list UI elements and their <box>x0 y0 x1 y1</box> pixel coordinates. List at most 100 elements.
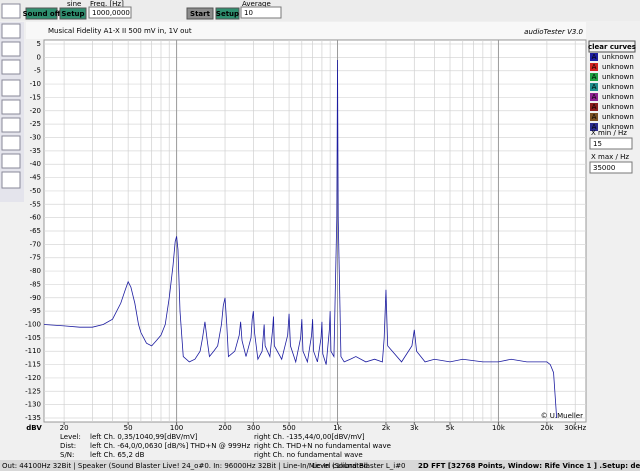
x-tick-label: 1k <box>333 424 342 432</box>
readout-left: left Ch. -64,0/0,0630 [dB/%] THD+N @ 999… <box>90 442 251 450</box>
tool-icon[interactable] <box>1 135 21 151</box>
y-tick-label: -15 <box>30 93 41 101</box>
x-tick-label: 5k <box>446 424 455 432</box>
legend-entry: unknown <box>602 53 634 61</box>
y-tick-label: -110 <box>25 347 41 355</box>
y-tick-label: -125 <box>25 387 41 395</box>
legend-swatch[interactable] <box>590 63 598 71</box>
status-calibration: Level calibrated <box>312 462 368 470</box>
xmax-input-value: 35000 <box>593 164 615 172</box>
legend-marker: A <box>592 103 597 111</box>
legend-entry: unknown <box>602 73 634 81</box>
y-tick-label: -95 <box>30 307 41 315</box>
y-tick-label: -45 <box>30 174 41 182</box>
y-tick-label: -85 <box>30 280 41 288</box>
readout-label: S/N: <box>60 451 74 459</box>
y-tick-label: -25 <box>30 120 41 128</box>
x-tick-label: 20k <box>540 424 554 432</box>
xmin-input[interactable] <box>589 137 633 150</box>
xmax-input[interactable] <box>589 161 633 174</box>
legend-entry: unknown <box>602 103 634 111</box>
y-tick-label: 0 <box>37 53 41 61</box>
readout-right: right Ch. THD+N no fundamental wave <box>254 442 391 450</box>
y-tick-label: -50 <box>30 187 41 195</box>
legend-marker: A <box>592 93 597 101</box>
average-input-value: 10 <box>244 9 253 17</box>
legend-swatch[interactable] <box>590 83 598 91</box>
readout-label: Dist: <box>60 442 76 450</box>
setup-button[interactable] <box>59 7 87 20</box>
tool-icon[interactable] <box>1 117 21 133</box>
readout-right: right Ch. -135,44/0,00[dBV/mV] <box>254 433 365 441</box>
x-tick-label: 100 <box>170 424 183 432</box>
tool-icon[interactable] <box>1 59 21 75</box>
legend-entry: unknown <box>602 63 634 71</box>
x-tick-label: 500 <box>282 424 295 432</box>
setup-button-2[interactable] <box>215 7 240 20</box>
setup-button-2-label: Setup <box>216 10 239 18</box>
y-tick-label: -105 <box>25 334 41 342</box>
sound-button-label: Sound off <box>23 10 61 18</box>
y-tick-label: -130 <box>25 401 41 409</box>
readout-label: Level: <box>60 433 81 441</box>
legend-entry: unknown <box>602 113 634 121</box>
y-tick-label: -70 <box>30 240 41 248</box>
x-tick-label: 20 <box>60 424 69 432</box>
legend-swatch[interactable] <box>590 123 598 131</box>
credit: © U.Mueller <box>541 412 584 420</box>
y-tick-label: -90 <box>30 294 41 302</box>
y-tick-label: -35 <box>30 147 41 155</box>
xmax-label: X max / Hz <box>591 153 629 161</box>
spectrum-line <box>43 60 558 419</box>
xmin-label: X min / Hz <box>591 129 627 137</box>
x-tick-label: 30kHz <box>564 424 586 432</box>
clear-curves-button-label: clear curves <box>588 43 636 51</box>
legend-swatch[interactable] <box>590 53 598 61</box>
x-tick-label: 300 <box>247 424 260 432</box>
sound-button[interactable] <box>25 7 58 20</box>
clear-curves-button[interactable] <box>588 40 636 53</box>
legend-marker: A <box>592 113 597 121</box>
tool-icon[interactable] <box>1 41 21 57</box>
y-tick-label: -55 <box>30 200 41 208</box>
toolbar <box>0 0 640 21</box>
app-title: audioTester V3.0 <box>524 28 583 36</box>
average-input[interactable] <box>240 6 282 19</box>
y-tick-label: -120 <box>25 374 41 382</box>
y-axis-label: dBV <box>26 424 42 432</box>
tool-icon[interactable] <box>1 79 21 97</box>
y-tick-label: 5 <box>37 40 41 48</box>
y-tick-label: -30 <box>30 134 41 142</box>
tool-icon[interactable] <box>1 153 21 169</box>
xmin-input-value: 15 <box>593 140 602 148</box>
x-tick-label: 3k <box>410 424 419 432</box>
legend-swatch[interactable] <box>590 103 598 111</box>
legend-swatch[interactable] <box>590 113 598 121</box>
tool-icon[interactable] <box>1 99 21 115</box>
legend-entry: unknown <box>602 123 634 131</box>
legend-marker: A <box>592 123 597 131</box>
tool-icons[interactable] <box>1 3 21 189</box>
tool-icon[interactable] <box>1 171 21 189</box>
y-tick-label: -100 <box>25 321 41 329</box>
y-tick-label: -20 <box>30 107 41 115</box>
legend-marker: A <box>592 53 597 61</box>
y-tick-label: -115 <box>25 361 41 369</box>
start-button[interactable] <box>186 7 214 20</box>
tool-icon[interactable] <box>1 23 21 39</box>
freq-label: Freq. [Hz] <box>90 0 124 8</box>
y-tick-label: -60 <box>30 214 41 222</box>
legend-swatch[interactable] <box>590 73 598 81</box>
y-tick-label: -40 <box>30 160 41 168</box>
y-tick-label: -10 <box>30 80 41 88</box>
y-tick-label: -80 <box>30 267 41 275</box>
legend-marker: A <box>592 63 597 71</box>
header-strip <box>26 22 586 39</box>
tool-icon[interactable] <box>1 3 21 19</box>
chart-title: Musical Fidelity A1-X II 500 mV in, 1V o… <box>48 27 192 35</box>
legend-swatch[interactable] <box>590 93 598 101</box>
y-tick-label: -135 <box>25 414 41 422</box>
readout-left: left Ch. 0,35/1040,99[dBV/mV] <box>90 433 198 441</box>
freq-input[interactable] <box>88 6 132 19</box>
